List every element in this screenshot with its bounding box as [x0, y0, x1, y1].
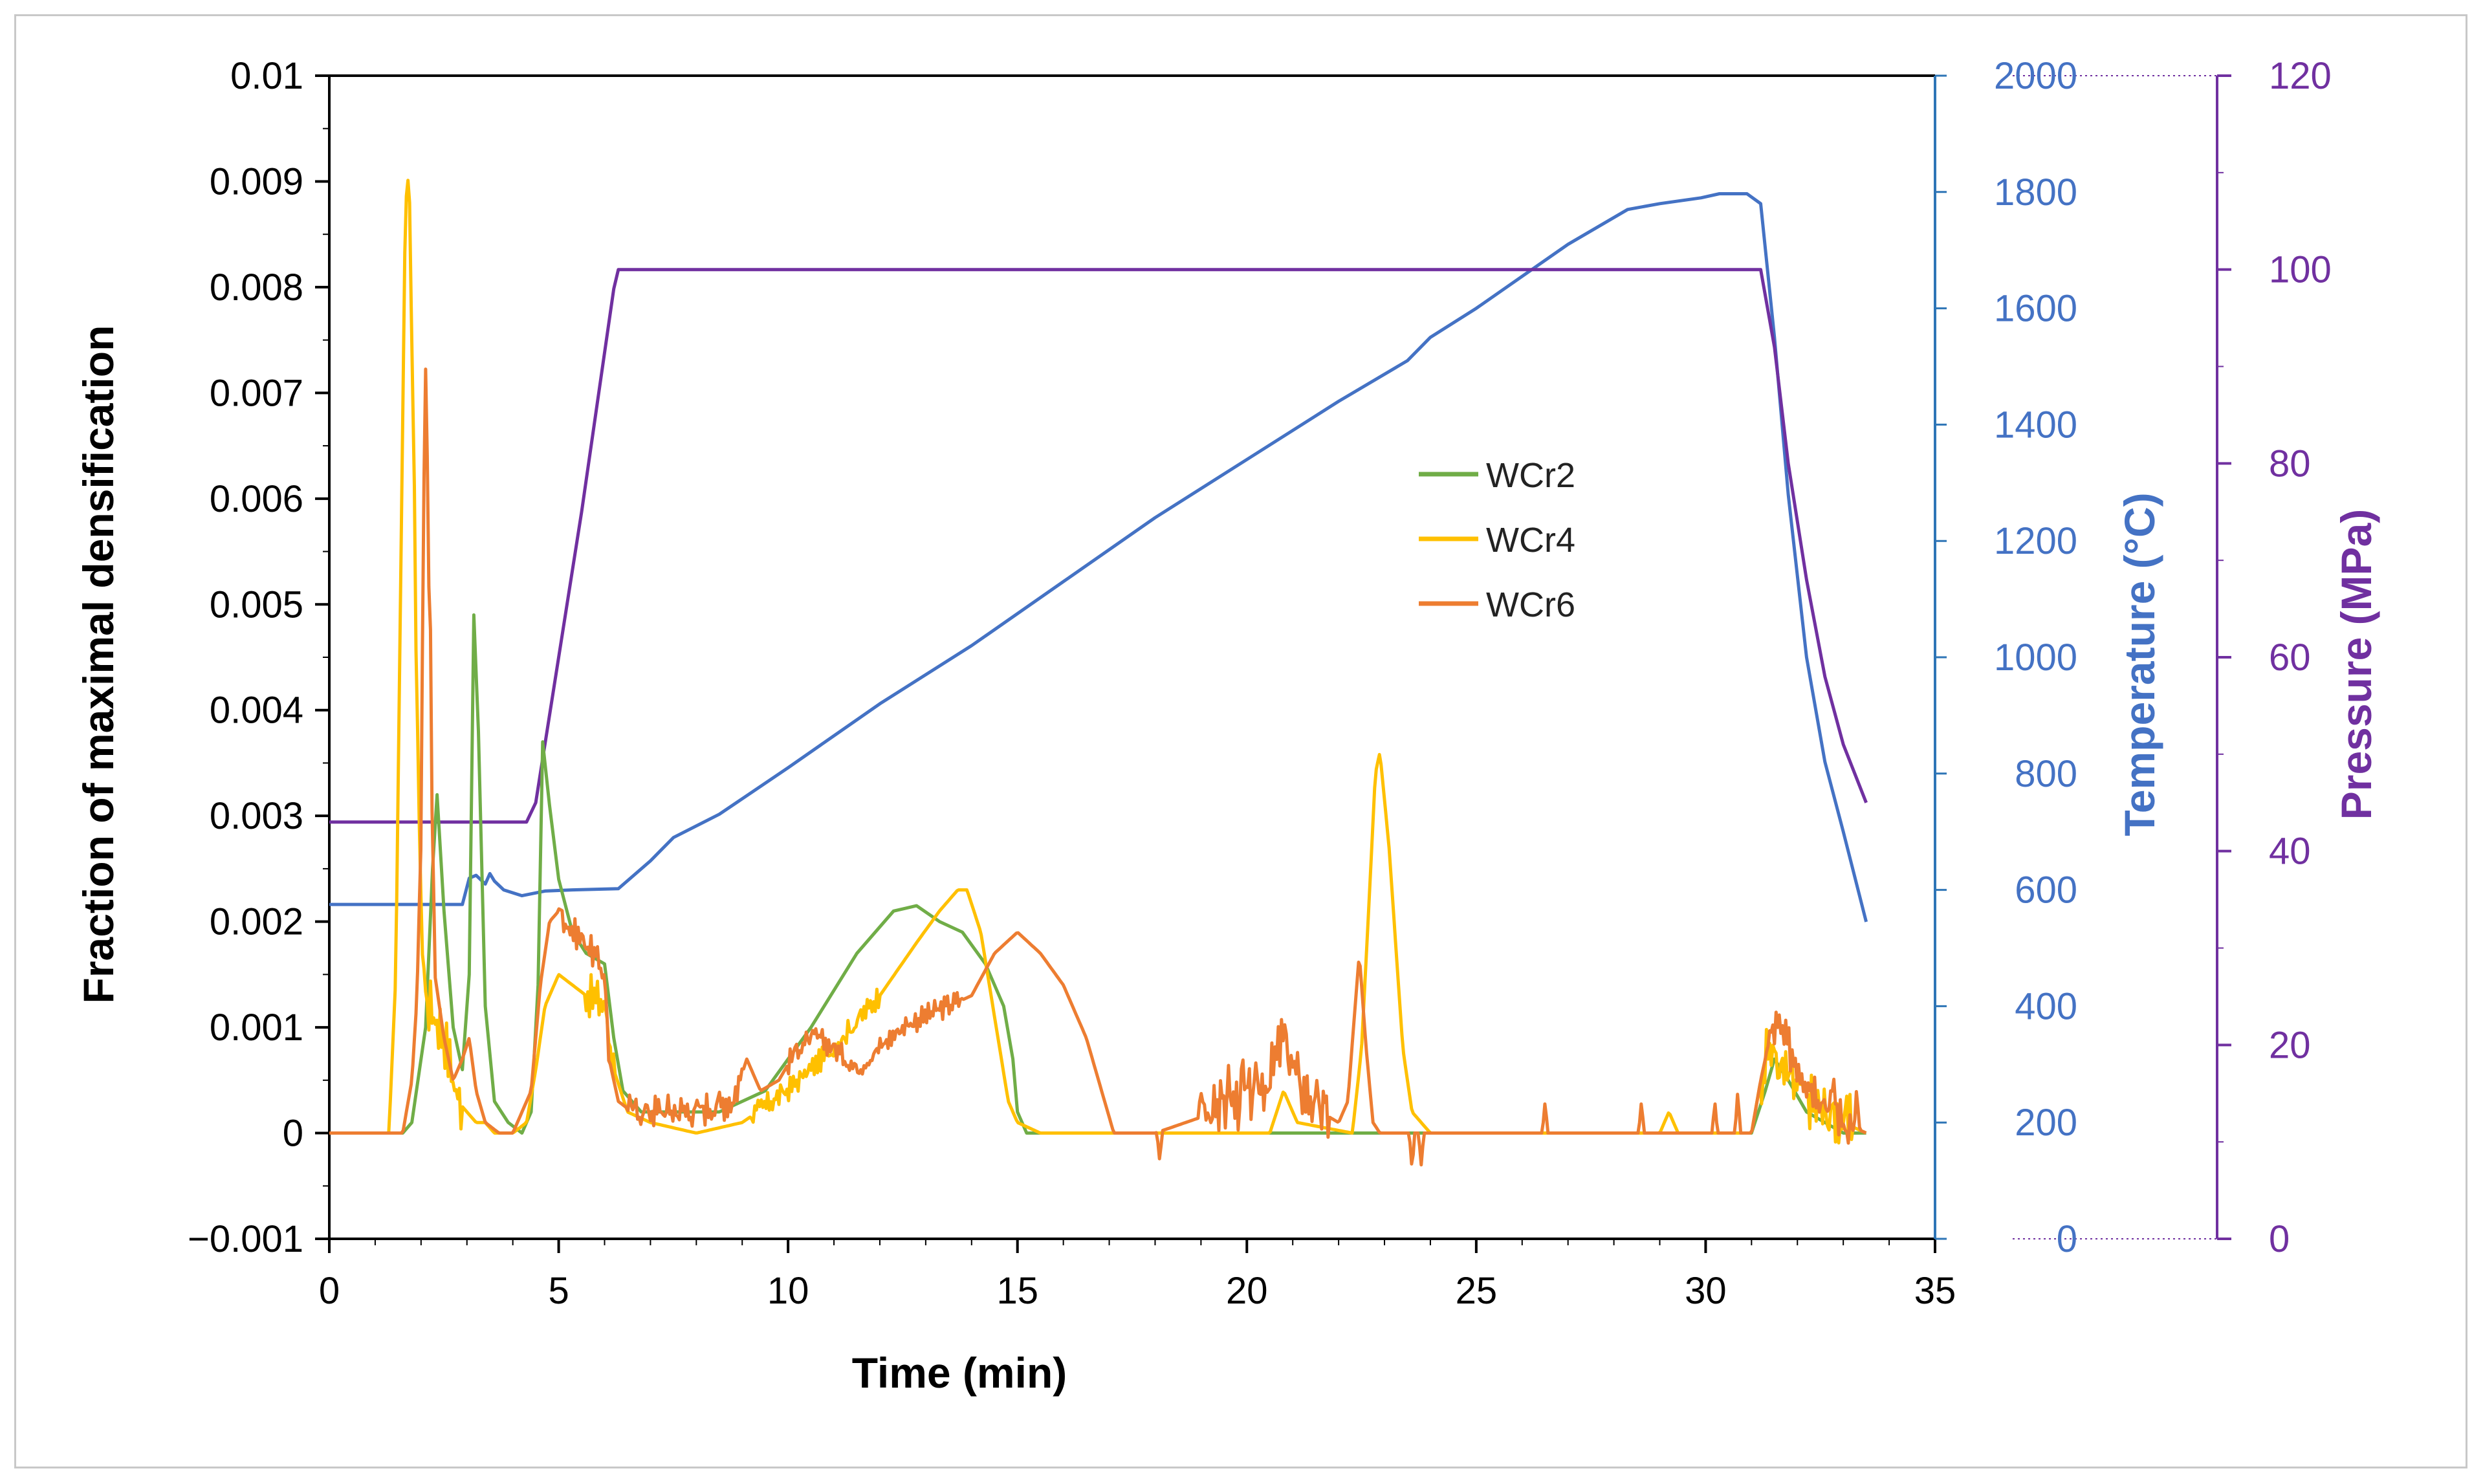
pressure-axis-title: Pressure (MPa)	[2332, 509, 2380, 820]
x-tick-label: 20	[1226, 1270, 1268, 1312]
temperature-axis-title: Temperature (°C)	[2116, 492, 2163, 836]
series-line-temperature	[329, 192, 1868, 922]
chart-frame: 0 5 10 15 20 25 30 35 −0.001 0 0.001 0.002 0.003 0.00…	[14, 14, 2467, 1468]
pressure-tick-label: 80	[2269, 442, 2311, 485]
pressure-tick-label: 40	[2269, 831, 2311, 873]
pressure-tick-label: 0	[2269, 1218, 2290, 1260]
x-tick-label: 10	[767, 1270, 809, 1312]
series-line-wcr4	[329, 179, 1867, 1145]
pressure-tick-label: 60	[2269, 637, 2311, 679]
x-tick-label: 15	[996, 1270, 1038, 1312]
chart-svg: 0 5 10 15 20 25 30 35 −0.001 0 0.001 0.002 0.003 0.00…	[74, 55, 2380, 1397]
temperature-tick-label: 600	[2015, 869, 2077, 911]
y-tick-label: 0.004	[210, 690, 303, 732]
y-tick-label: 0.003	[210, 795, 303, 837]
series-line-wcr2	[329, 613, 1866, 1135]
y-axis-title: Fraction of maximal densification	[74, 325, 122, 1004]
temperature-tick-label: 800	[2015, 753, 2077, 795]
legend: WCr2 WCr4 WCr6	[1419, 456, 1575, 624]
temperature-tick-label: 1200	[1994, 520, 2077, 562]
legend-label-wcr4: WCr4	[1486, 521, 1575, 560]
series-line-pressure	[329, 268, 1868, 824]
y-tick-label: 0.01	[230, 55, 303, 97]
pressure-tick-label: 120	[2269, 55, 2332, 97]
pressure-tick-label: 20	[2269, 1024, 2311, 1066]
y-tick-label: 0.009	[210, 160, 303, 202]
legend-label-wcr6: WCr6	[1486, 585, 1575, 624]
x-tick-label: 35	[1914, 1270, 1956, 1312]
temperature-tick-label: 1000	[1994, 637, 2077, 679]
pressure-tick-label: 100	[2269, 249, 2332, 291]
axes	[315, 74, 2231, 1253]
tick-labels: 0 5 10 15 20 25 30 35 −0.001 0 0.001 0.002 0.003 0.00…	[188, 55, 2332, 1312]
y-tick-label: 0	[283, 1113, 303, 1155]
temperature-tick-label: 0	[2057, 1218, 2077, 1260]
y-tick-label: 0.008	[210, 267, 303, 309]
x-tick-label: 25	[1456, 1270, 1498, 1312]
temperature-tick-label: 1400	[1994, 404, 2077, 446]
temperature-tick-label: 2000	[1994, 55, 2077, 97]
y-tick-label: −0.001	[188, 1218, 303, 1260]
x-tick-label: 5	[548, 1270, 569, 1312]
legend-label-wcr2: WCr2	[1486, 456, 1575, 495]
x-tick-label: 0	[319, 1270, 340, 1312]
y-tick-label: 0.006	[210, 478, 303, 520]
temperature-tick-label: 1600	[1994, 288, 2077, 330]
temperature-tick-label: 200	[2015, 1102, 2077, 1144]
x-axis-title: Time (min)	[852, 1349, 1067, 1397]
y-tick-label: 0.002	[210, 901, 303, 943]
series-lines	[329, 179, 1868, 1167]
temperature-tick-label: 400	[2015, 985, 2077, 1027]
y-tick-label: 0.007	[210, 372, 303, 414]
y-tick-label: 0.005	[210, 584, 303, 626]
y-tick-label: 0.001	[210, 1007, 303, 1049]
series-line-wcr6	[329, 367, 1867, 1167]
temperature-tick-label: 1800	[1994, 171, 2077, 213]
x-tick-label: 30	[1685, 1270, 1727, 1312]
